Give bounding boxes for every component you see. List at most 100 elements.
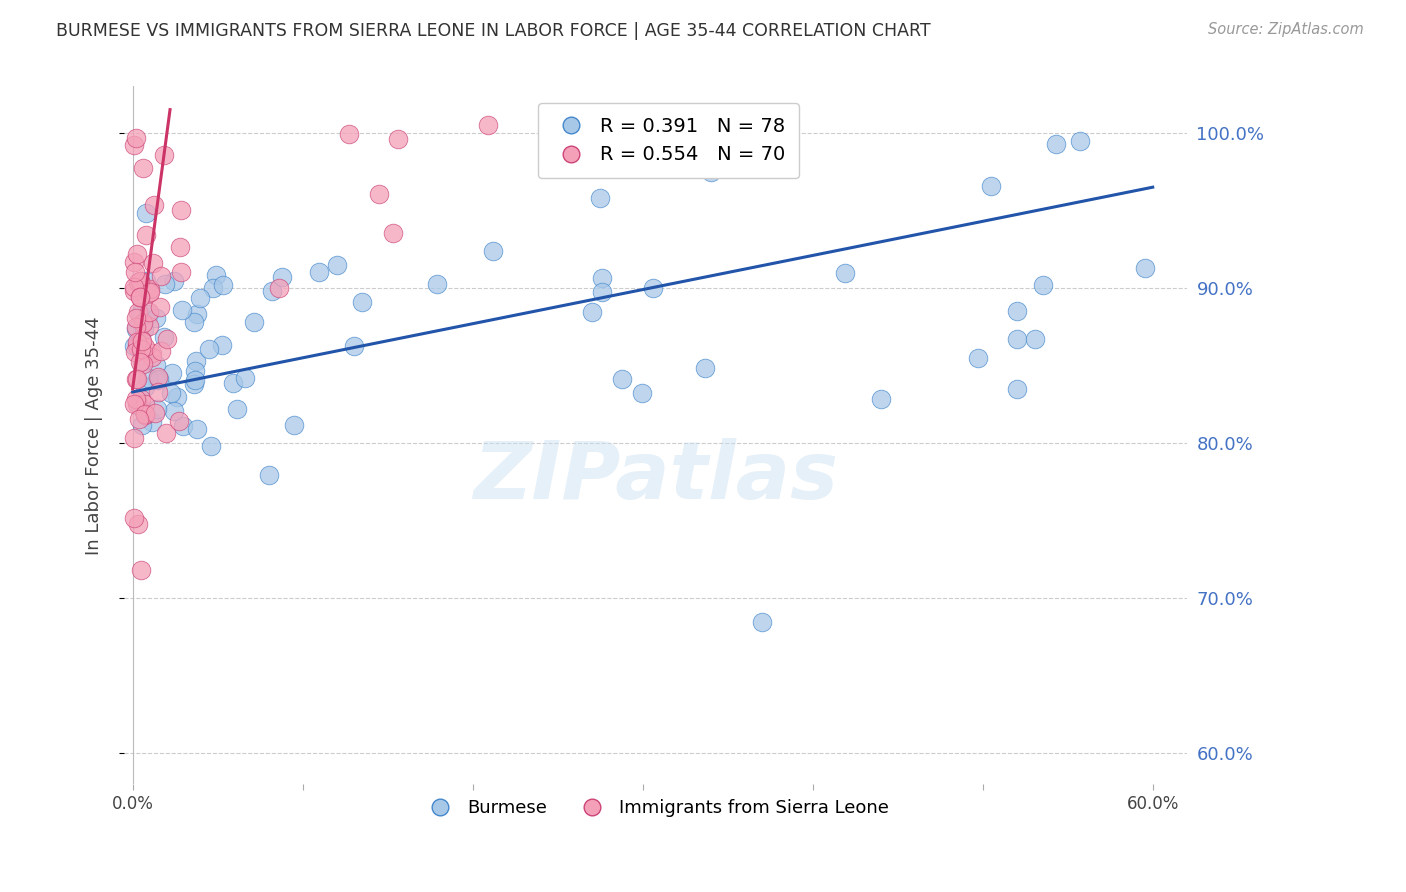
Text: Source: ZipAtlas.com: Source: ZipAtlas.com xyxy=(1208,22,1364,37)
Point xyxy=(128,274,150,288)
Point xyxy=(124,510,146,524)
Point xyxy=(271,269,294,284)
Point xyxy=(127,247,149,261)
Point xyxy=(170,302,193,317)
Point xyxy=(129,274,152,288)
Point xyxy=(124,254,146,268)
Point xyxy=(980,178,1002,193)
Point xyxy=(243,315,266,329)
Point xyxy=(967,351,990,366)
Point xyxy=(869,392,891,406)
Point xyxy=(127,516,149,531)
Point xyxy=(167,414,190,428)
Point xyxy=(134,321,156,335)
Point xyxy=(129,343,152,357)
Point xyxy=(1024,332,1046,346)
Point xyxy=(124,345,146,359)
Point xyxy=(127,305,149,319)
Point xyxy=(699,164,721,178)
Point xyxy=(367,187,389,202)
Point xyxy=(143,406,166,420)
Point xyxy=(125,372,148,386)
Point xyxy=(136,370,159,384)
Point xyxy=(146,385,169,400)
Point xyxy=(343,339,366,353)
Point xyxy=(135,274,157,288)
Point xyxy=(127,275,149,289)
Point xyxy=(141,351,163,365)
Point xyxy=(149,268,172,283)
Point xyxy=(125,392,148,407)
Point xyxy=(129,563,152,577)
Point xyxy=(146,402,169,417)
Point xyxy=(125,322,148,336)
Point xyxy=(124,431,146,445)
Point xyxy=(1045,136,1067,151)
Point xyxy=(125,319,148,334)
Text: BURMESE VS IMMIGRANTS FROM SIERRA LEONE IN LABOR FORCE | AGE 35-44 CORRELATION C: BURMESE VS IMMIGRANTS FROM SIERRA LEONE … xyxy=(56,22,931,40)
Point xyxy=(124,339,146,353)
Legend: Burmese, Immigrants from Sierra Leone: Burmese, Immigrants from Sierra Leone xyxy=(415,792,896,824)
Point xyxy=(163,404,186,418)
Point xyxy=(184,374,207,388)
Point xyxy=(205,268,228,282)
Point xyxy=(612,372,634,386)
Point xyxy=(146,373,169,387)
Point xyxy=(186,353,208,368)
Point xyxy=(134,409,156,423)
Point xyxy=(135,227,157,242)
Point xyxy=(1069,134,1091,148)
Point xyxy=(183,315,205,329)
Point xyxy=(148,371,170,385)
Point xyxy=(138,285,160,299)
Point xyxy=(134,405,156,419)
Point xyxy=(124,264,146,278)
Point xyxy=(166,390,188,404)
Point xyxy=(481,244,503,258)
Point xyxy=(129,290,152,304)
Point xyxy=(381,226,404,240)
Point xyxy=(170,202,193,217)
Point xyxy=(128,290,150,304)
Point xyxy=(128,399,150,413)
Point xyxy=(188,291,211,305)
Point xyxy=(591,285,613,299)
Point xyxy=(150,343,173,358)
Text: ZIPatlas: ZIPatlas xyxy=(472,438,838,516)
Point xyxy=(1005,304,1028,318)
Point xyxy=(127,397,149,411)
Point xyxy=(160,366,183,380)
Point xyxy=(134,407,156,421)
Point xyxy=(163,274,186,288)
Point xyxy=(233,371,256,385)
Point xyxy=(138,286,160,301)
Point xyxy=(186,421,208,435)
Point xyxy=(138,282,160,296)
Point xyxy=(337,127,360,141)
Point xyxy=(125,130,148,145)
Point xyxy=(128,412,150,426)
Point xyxy=(183,377,205,392)
Point xyxy=(125,371,148,385)
Point xyxy=(172,419,194,434)
Point xyxy=(267,281,290,295)
Point xyxy=(143,198,166,212)
Point xyxy=(581,305,603,319)
Point xyxy=(308,265,330,279)
Point xyxy=(132,354,155,368)
Point xyxy=(134,397,156,411)
Point xyxy=(589,191,612,205)
Y-axis label: In Labor Force | Age 35-44: In Labor Force | Age 35-44 xyxy=(86,316,103,555)
Point xyxy=(326,258,349,272)
Point xyxy=(262,285,284,299)
Point xyxy=(170,264,193,278)
Point xyxy=(641,280,664,294)
Point xyxy=(630,386,652,401)
Point xyxy=(200,439,222,453)
Point xyxy=(125,335,148,350)
Point xyxy=(132,161,155,175)
Point xyxy=(146,369,169,384)
Point xyxy=(129,392,152,406)
Point xyxy=(127,338,149,352)
Point xyxy=(132,357,155,371)
